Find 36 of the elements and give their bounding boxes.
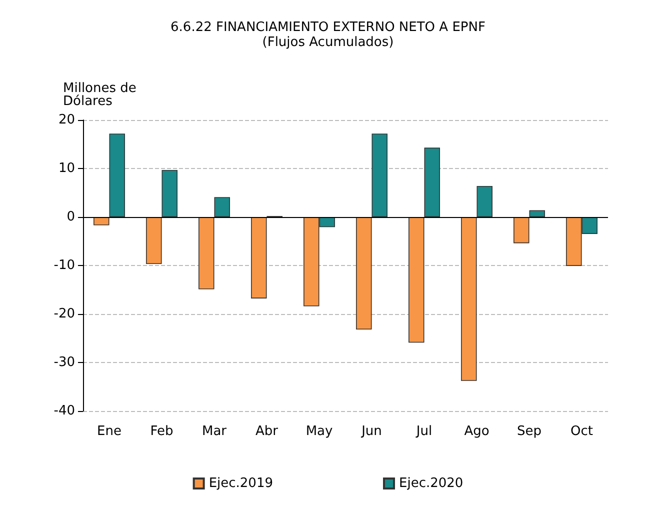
x-tick-label: Feb bbox=[150, 424, 174, 439]
x-tick-label: Jun bbox=[360, 424, 382, 439]
bar bbox=[356, 217, 372, 330]
y-tick-label: -10 bbox=[54, 258, 75, 273]
bar bbox=[162, 170, 178, 217]
chart-subtitle: (Flujos Acumulados) bbox=[262, 35, 394, 50]
bar bbox=[109, 134, 125, 217]
y-tick-label: 0 bbox=[66, 210, 75, 224]
y-tick-label: 10 bbox=[58, 161, 75, 176]
bar bbox=[476, 186, 492, 217]
x-tick-label: Jul bbox=[415, 424, 432, 439]
x-tick-label: Mar bbox=[202, 424, 228, 439]
y-axis-title: Millones de Dólares bbox=[63, 81, 136, 109]
bar bbox=[408, 217, 424, 343]
x-tick-label: Sep bbox=[516, 424, 542, 439]
bar bbox=[198, 217, 214, 290]
y-tick-label: -20 bbox=[54, 306, 75, 322]
bar bbox=[372, 134, 388, 217]
bar bbox=[251, 217, 267, 298]
legend-label: Ejec.2020 bbox=[399, 476, 464, 491]
x-tick-label: Ene bbox=[97, 424, 122, 439]
bar bbox=[424, 148, 440, 217]
bar bbox=[146, 217, 162, 264]
bar bbox=[461, 217, 477, 381]
x-tick-label: Oct bbox=[570, 424, 593, 439]
x-tick-label: Ago bbox=[464, 424, 490, 439]
legend-label: Ejec.2019 bbox=[208, 476, 273, 491]
y-tick-label: -40 bbox=[54, 404, 75, 418]
y-tick-label: 20 bbox=[58, 112, 75, 128]
bar bbox=[514, 217, 530, 244]
y-tick-label: -30 bbox=[54, 355, 75, 370]
bar bbox=[214, 197, 230, 217]
chart-title: 6.6.22 FINANCIAMIENTO EXTERNO NETO A EPNF bbox=[170, 20, 486, 35]
x-tick-label: May bbox=[306, 424, 333, 439]
x-tick-label: Abr bbox=[256, 424, 279, 439]
bar bbox=[529, 210, 545, 217]
